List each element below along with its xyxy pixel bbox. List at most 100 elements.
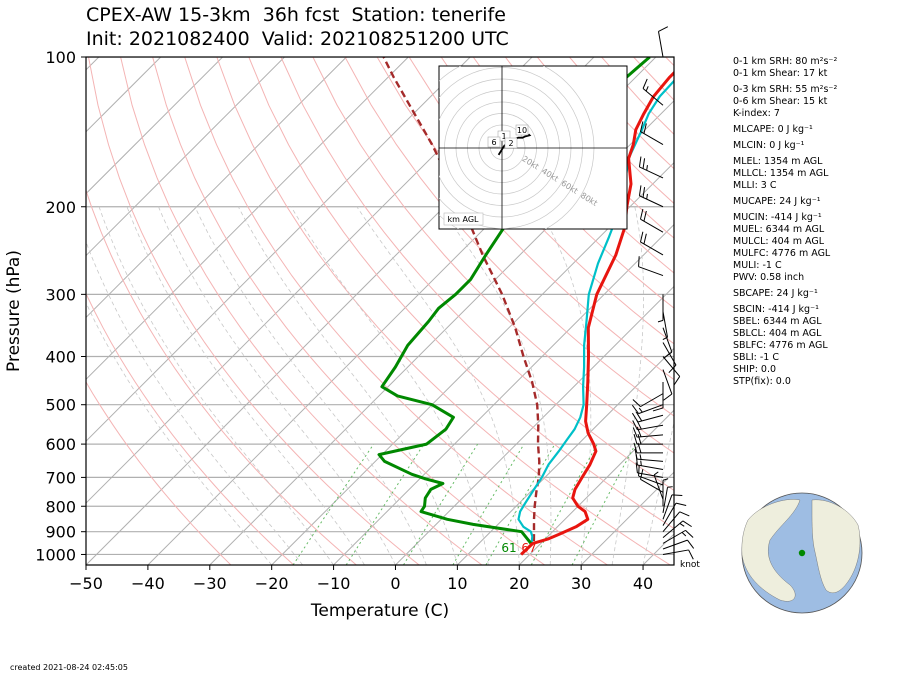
hodograph-height-label: 6: [491, 138, 496, 147]
isotherm: [518, 409, 674, 565]
y-tick-label: 900: [45, 523, 76, 542]
param-row: SBLFC: 4776 m AGL: [733, 340, 828, 351]
dry-adiabat: [86, 292, 295, 565]
param-row: SBEL: 6344 m AGL: [733, 316, 822, 327]
isotherm: [86, 57, 471, 442]
dry-adiabat: [216, 57, 671, 565]
isotherm: [395, 285, 674, 565]
barb-staff: [662, 356, 681, 377]
hodograph-height-label: 1: [501, 132, 506, 141]
wind-barb: [631, 404, 664, 415]
barb-flag: [632, 399, 641, 407]
barb-flag: [638, 465, 640, 477]
barb-staff: [640, 241, 664, 256]
wind-barb: [657, 26, 669, 58]
wind-barb: [662, 311, 669, 341]
x-axis-label: Temperature (C): [310, 601, 449, 621]
wind-barb: [634, 448, 664, 462]
mixing-ratio-line: [292, 443, 375, 565]
barb-flag: [638, 256, 640, 267]
wind-barb: [662, 529, 694, 544]
barb-flag: [643, 233, 647, 245]
barb-flag: [685, 530, 694, 538]
wind-barb: [662, 502, 687, 526]
chart-title-line1: CPEX-AW 15-3km 36h fcst Station: tenerif…: [86, 4, 506, 26]
isotherm: [86, 57, 223, 195]
barb-half-flag: [681, 532, 687, 537]
param-row: MLLI: 3 C: [733, 180, 777, 191]
barb-flag: [642, 78, 648, 89]
x-tick-label: −50: [69, 574, 103, 593]
moist-adiabat: [98, 206, 334, 565]
wind-barb: [662, 549, 694, 560]
barb-flag: [679, 511, 690, 517]
param-row: SBCIN: -414 J kg⁻¹: [733, 304, 819, 315]
barb-staff: [637, 472, 664, 478]
barb-flag: [682, 520, 692, 528]
barb-staff: [653, 474, 664, 500]
barb-staff: [638, 404, 664, 415]
barb-flag: [643, 210, 647, 222]
moist-adiabat: [642, 420, 674, 565]
mixing-ratio-line: [530, 443, 598, 565]
param-row: SHIP: 0.0: [733, 364, 777, 375]
barb-staff: [638, 475, 664, 486]
barb-staff: [640, 393, 664, 408]
param-row: K-index: 7: [733, 108, 780, 119]
barb-staff: [662, 511, 681, 533]
barb-half-flag: [639, 454, 642, 460]
barb-staff: [662, 529, 686, 544]
param-row: MULCL: 404 m AGL: [733, 236, 825, 247]
wind-barb: [638, 156, 664, 179]
param-row: SBLI: -1 C: [733, 352, 779, 363]
dry-adiabat: [344, 57, 674, 417]
barb-flag: [668, 364, 677, 374]
dry-adiabat: [472, 57, 674, 274]
y-tick-label: 100: [45, 48, 76, 67]
param-row: MULFC: 4776 m AGL: [733, 248, 831, 259]
barb-flag: [673, 376, 681, 386]
moist-adiabat: [237, 206, 458, 565]
barb-half-flag: [667, 486, 673, 488]
dry-adiabat: [152, 57, 545, 565]
param-row: 0-3 km SRH: 55 m²s⁻²: [733, 84, 838, 95]
wind-barb: [639, 231, 664, 256]
moist-adiabat: [611, 206, 644, 565]
barb-flag: [633, 433, 638, 445]
barb-flag: [642, 187, 646, 198]
barb-staff: [637, 414, 664, 423]
barb-staff: [637, 464, 664, 471]
hodograph-label-box: [443, 212, 484, 226]
mixing-ratio-line: [571, 443, 636, 565]
barb-flag: [643, 123, 647, 134]
dry-adiabat: [86, 381, 232, 565]
barb-staff: [662, 520, 684, 538]
barb-half-flag: [645, 86, 649, 92]
param-row: MUEL: 6344 m AGL: [733, 224, 825, 235]
isotherm: [86, 57, 285, 257]
x-tick-label: −20: [255, 574, 289, 593]
barb-staff: [640, 218, 664, 233]
param-row: 0-6 km Shear: 15 kt: [733, 96, 828, 107]
wind-barb: [662, 520, 692, 538]
param-row: SBCAPE: 24 J kg⁻¹: [733, 288, 818, 299]
barb-flag: [631, 412, 639, 423]
x-tick-label: 10: [447, 574, 467, 593]
barb-staff: [657, 31, 664, 58]
mixing-ratio-line: [403, 443, 479, 565]
station-marker: [798, 549, 806, 557]
barb-half-flag: [653, 471, 659, 476]
isotherm: [86, 57, 347, 319]
y-tick-label: 700: [45, 468, 76, 487]
barb-staff: [662, 539, 688, 550]
barb-flag: [639, 121, 644, 132]
moist-adiabat: [86, 240, 303, 565]
barb-half-flag: [662, 336, 668, 341]
barb-units-label: knot: [680, 560, 700, 570]
wind-barb: [638, 185, 664, 208]
hodograph-height-box: [497, 130, 511, 142]
barb-flag: [687, 539, 695, 549]
